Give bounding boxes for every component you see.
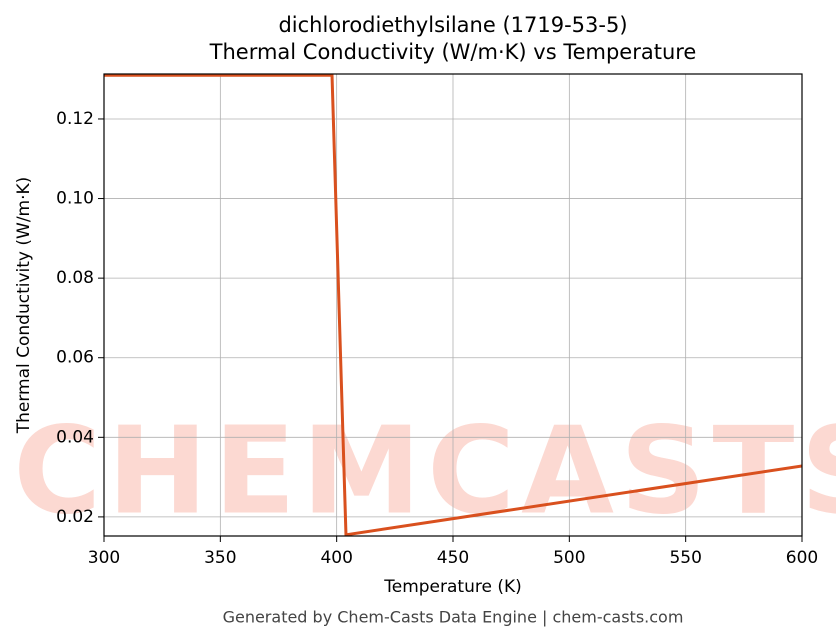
x-tick-label: 450	[437, 548, 469, 568]
chart-subtitle: Thermal Conductivity (W/m·K) vs Temperat…	[209, 40, 697, 64]
x-tick-label: 400	[320, 548, 352, 568]
y-tick-label: 0.06	[56, 348, 94, 368]
x-tick-label: 300	[88, 548, 120, 568]
watermark: CHEMCASTS	[13, 403, 836, 542]
y-axis-label: Thermal Conductivity (W/m·K)	[14, 177, 34, 435]
plot-frame	[103, 73, 803, 537]
x-axis-label: Temperature (K)	[383, 577, 522, 597]
x-tick-label: 350	[204, 548, 236, 568]
y-tick-label: 0.12	[56, 109, 94, 129]
y-tick-label: 0.02	[56, 507, 94, 527]
x-tick-label: 550	[669, 548, 701, 568]
chart-title: dichlorodiethylsilane (1719-53-5)	[278, 13, 627, 37]
x-tick-label: 600	[786, 548, 818, 568]
footer: Generated by Chem-Casts Data Engine | ch…	[223, 608, 684, 627]
y-tick-label: 0.04	[56, 427, 94, 447]
y-tick-label: 0.10	[56, 189, 94, 209]
data-line	[104, 74, 802, 536]
x-tick-label: 500	[553, 548, 585, 568]
y-tick-label: 0.08	[56, 268, 94, 288]
